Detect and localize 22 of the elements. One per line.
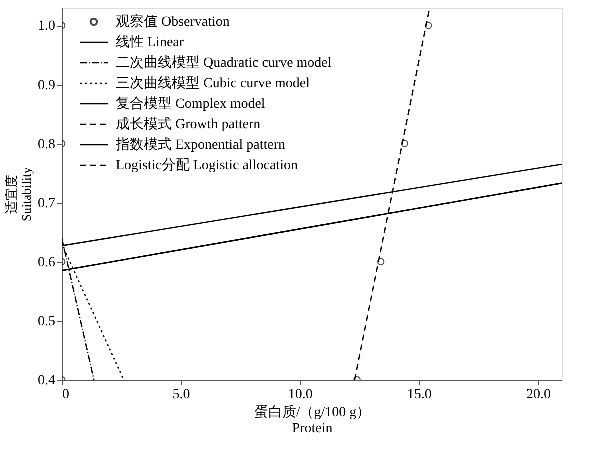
y-axis-title: 适宜度 Suitability [4,166,34,222]
x-tick-label: 10.0 [288,388,313,402]
legend-label: Logistic分配 Logistic allocation [116,158,298,174]
y-tick-label: 0.5 [38,314,56,330]
legend-label: 指数模式 Exponential pattern [115,137,286,153]
legend-label: 二次曲线模型 Quadratic curve model [116,55,332,71]
legend-label: 线性 Linear [116,34,184,50]
y-tick-label: 0.4 [38,374,56,388]
y-tick-label: 0.9 [38,78,56,94]
y-tick-label: 0.6 [38,255,56,270]
x-tick-label: 20.0 [526,388,551,402]
legend-label: 成长模式 Growth pattern [116,116,261,132]
legend-label: 观察值 Observation [116,14,230,30]
x-axis-title: 蛋白质/（g/100 g） Protein [254,404,371,436]
y-tick-label: 0.8 [38,137,56,152]
legend-label: 三次曲线模型 Cubic curve model [116,76,310,92]
x-tick-label: 5.0 [172,388,190,402]
legend-label: 复合模型 Complex model [116,96,266,112]
x-tick-label: 15.0 [407,388,432,402]
x-tick-label: 0 [62,388,70,402]
y-tick-label: 0.7 [38,196,56,212]
y-tick-label: 1.0 [38,19,56,34]
